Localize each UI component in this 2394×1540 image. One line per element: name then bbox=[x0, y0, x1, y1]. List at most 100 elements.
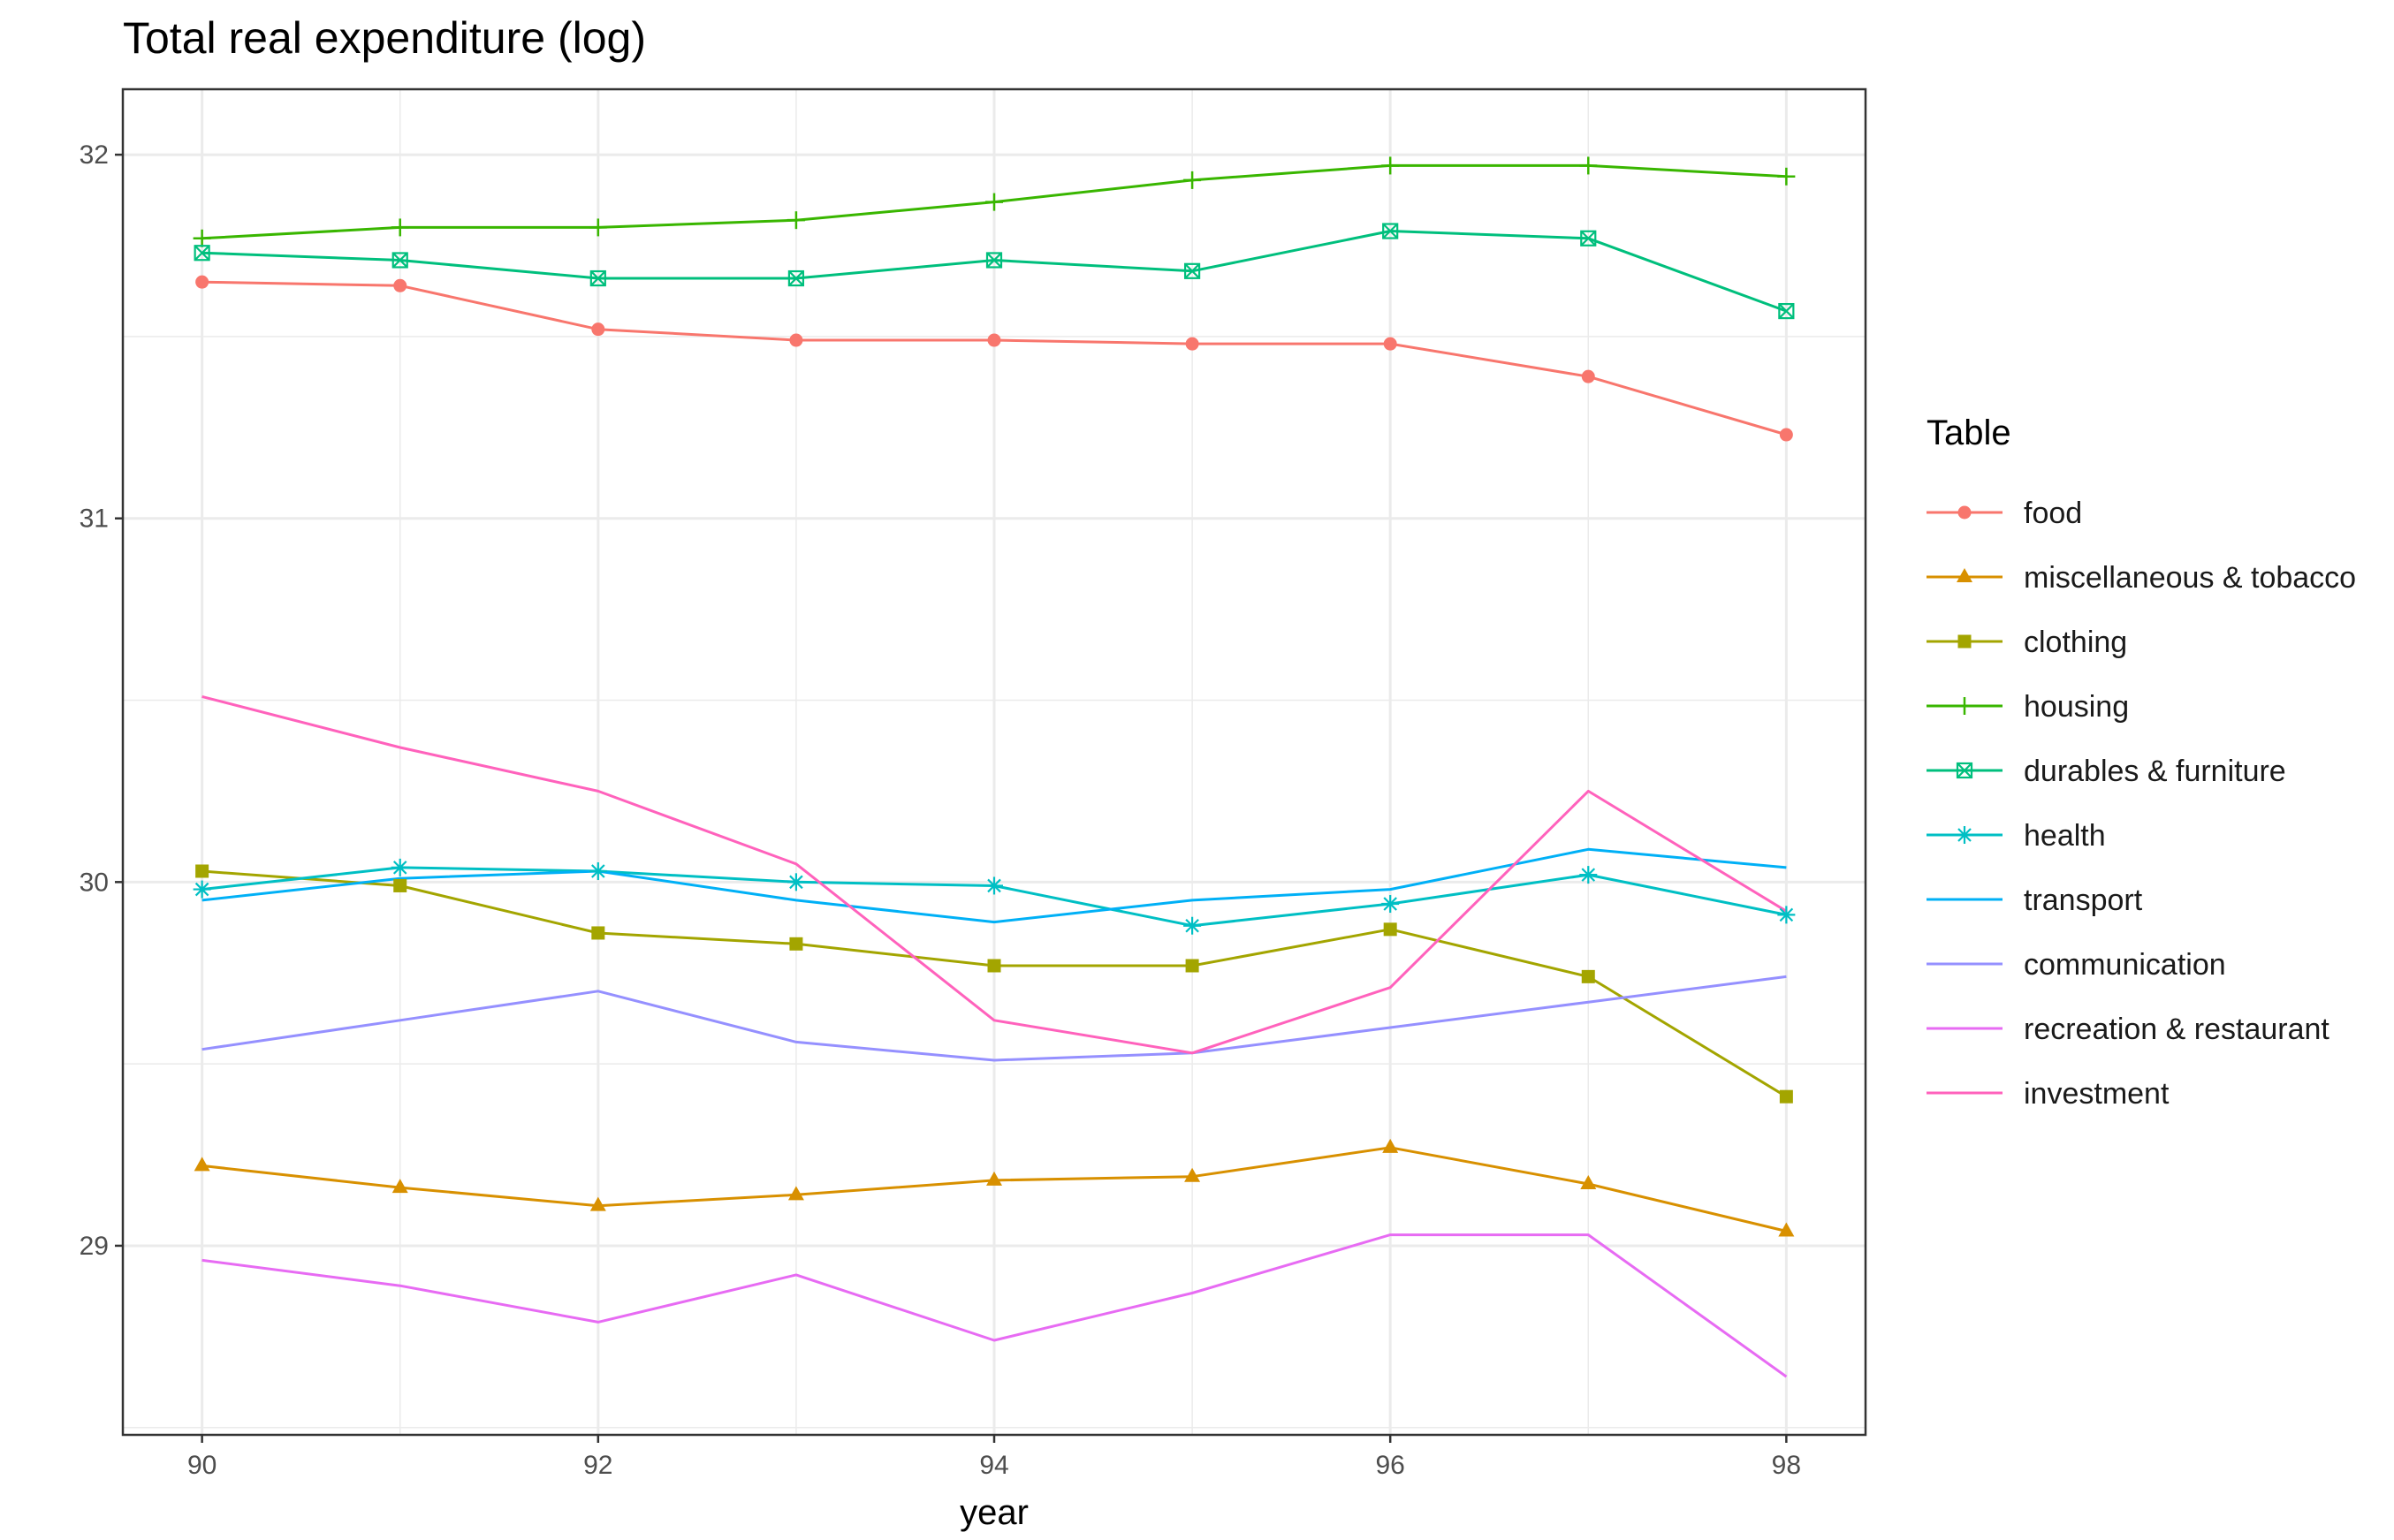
series-housing-marker bbox=[1777, 167, 1796, 186]
series-miscellaneous-tobacco-marker bbox=[1580, 1174, 1597, 1189]
legend-label: health bbox=[2024, 819, 2106, 853]
series-housing-marker bbox=[985, 193, 1003, 211]
series-durables-furniture-marker bbox=[787, 269, 805, 287]
series-investment-line bbox=[201, 694, 1788, 1055]
series-health-marker bbox=[1183, 916, 1202, 935]
legend-item-clothing: clothing bbox=[1927, 626, 2127, 659]
series-clothing-marker bbox=[789, 937, 803, 951]
series-clothing-marker bbox=[987, 959, 1001, 973]
series-food-marker bbox=[987, 333, 1001, 347]
legend-key-marker bbox=[1957, 634, 1972, 649]
legend-label: food bbox=[2024, 497, 2082, 530]
series-miscellaneous-tobacco-marker bbox=[589, 1196, 606, 1211]
series-miscellaneous-tobacco-marker bbox=[986, 1171, 1002, 1186]
series-recreation-restaurant-line bbox=[201, 1233, 1788, 1378]
series-miscellaneous-tobacco-marker bbox=[1778, 1222, 1795, 1237]
legend-label: durables & furniture bbox=[2024, 755, 2286, 788]
legend-key-marker bbox=[1957, 568, 1972, 582]
series-durables-furniture-marker bbox=[1778, 302, 1795, 320]
series-housing-marker bbox=[1183, 171, 1202, 189]
legend-item-housing: housing bbox=[1927, 690, 2129, 724]
chart-title: Total real expenditure (log) bbox=[123, 13, 646, 63]
series-housing-marker bbox=[589, 218, 607, 237]
series-clothing-marker bbox=[195, 864, 209, 878]
series-food-marker bbox=[393, 278, 407, 292]
legend-item-communication: communication bbox=[1927, 948, 2226, 982]
series-durables-furniture-marker bbox=[1382, 223, 1399, 239]
series-durables-furniture-marker bbox=[1580, 230, 1597, 247]
series-miscellaneous-tobacco-marker bbox=[1382, 1138, 1399, 1153]
series-clothing-marker bbox=[1581, 969, 1595, 983]
series-health-marker bbox=[193, 880, 211, 899]
series-food-marker bbox=[1383, 337, 1397, 351]
legend-item-recreation-restaurant: recreation & restaurant bbox=[1927, 1013, 2329, 1046]
series-clothing-marker bbox=[1383, 922, 1397, 937]
legend-key-marker bbox=[1956, 826, 1973, 844]
legend-label: clothing bbox=[2024, 626, 2127, 659]
series-durables-furniture-marker bbox=[391, 252, 408, 269]
legend-key-marker bbox=[1956, 762, 1973, 779]
legend-item-health: health bbox=[1927, 819, 2106, 853]
legend-label: transport bbox=[2024, 884, 2143, 917]
legend-item-investment: investment bbox=[1927, 1077, 2170, 1111]
series-durables-furniture-marker bbox=[1183, 262, 1201, 279]
series-housing-marker bbox=[391, 218, 409, 237]
series-miscellaneous-tobacco-marker bbox=[787, 1186, 804, 1201]
series-miscellaneous-tobacco-marker bbox=[1184, 1167, 1201, 1182]
series-markers bbox=[193, 156, 1796, 1237]
series-health-marker bbox=[1381, 895, 1400, 914]
series-durables-furniture-marker bbox=[589, 269, 606, 287]
series-health-marker bbox=[589, 861, 607, 880]
x-axis-title: year bbox=[960, 1493, 1029, 1532]
series-health-marker bbox=[787, 873, 805, 891]
x-tick-label: 98 bbox=[1772, 1451, 1801, 1480]
legend-label: housing bbox=[2024, 690, 2129, 724]
series-clothing-marker bbox=[591, 926, 605, 940]
series-health-marker bbox=[391, 858, 409, 876]
legend-item-miscellaneous-tobacco: miscellaneous & tobacco bbox=[1927, 561, 2356, 595]
x-tick-label: 94 bbox=[979, 1451, 1008, 1480]
series-health-marker bbox=[1579, 866, 1598, 884]
legend-label: investment bbox=[2024, 1077, 2170, 1111]
legend-item-food: food bbox=[1927, 497, 2082, 530]
series-food-marker bbox=[1779, 428, 1793, 442]
y-tick-label: 29 bbox=[80, 1232, 109, 1261]
y-tick-label: 30 bbox=[80, 868, 109, 897]
series-durables-furniture-marker bbox=[194, 245, 210, 262]
legend-label: recreation & restaurant bbox=[2024, 1013, 2329, 1046]
legend-label: communication bbox=[2024, 948, 2226, 982]
series-housing-marker bbox=[193, 229, 211, 247]
legend-key-marker bbox=[1956, 697, 1973, 715]
series-health-marker bbox=[985, 876, 1003, 895]
series-communication-line bbox=[201, 975, 1787, 1062]
legend-key-marker bbox=[1957, 505, 1972, 520]
series-durables-furniture-marker bbox=[985, 252, 1003, 269]
y-tick-label: 31 bbox=[80, 504, 109, 534]
legend-item-durables-furniture: durables & furniture bbox=[1927, 755, 2286, 788]
series-food-marker bbox=[195, 275, 209, 289]
y-tick-label: 32 bbox=[80, 140, 109, 170]
axes: 90 92 94 96 98 29 30 31 32 bbox=[80, 140, 1801, 1480]
legend-item-transport: transport bbox=[1927, 884, 2143, 917]
series-miscellaneous-tobacco-marker bbox=[194, 1157, 210, 1172]
series-food-marker bbox=[1185, 337, 1199, 351]
series-housing-marker bbox=[787, 211, 805, 230]
series-health-marker bbox=[1777, 906, 1796, 924]
series-housing-marker bbox=[1381, 156, 1400, 175]
x-tick-label: 96 bbox=[1375, 1451, 1404, 1480]
series-clothing-marker bbox=[1185, 959, 1199, 973]
series-clothing-marker bbox=[1779, 1089, 1793, 1104]
x-tick-label: 90 bbox=[187, 1451, 217, 1480]
series-food-marker bbox=[789, 333, 803, 347]
series-housing-marker bbox=[1579, 156, 1598, 175]
series-transport-line bbox=[201, 847, 1787, 924]
legend-title: Table bbox=[1927, 413, 2011, 452]
legend-label: miscellaneous & tobacco bbox=[2024, 561, 2356, 595]
series-miscellaneous-tobacco-marker bbox=[391, 1179, 408, 1194]
series-food-marker bbox=[591, 322, 605, 337]
series-clothing-marker bbox=[393, 878, 407, 892]
legend: Table food miscellaneous & tobacco clothin… bbox=[1927, 413, 2356, 1111]
series-food-marker bbox=[1581, 369, 1595, 383]
x-tick-label: 92 bbox=[583, 1451, 612, 1480]
